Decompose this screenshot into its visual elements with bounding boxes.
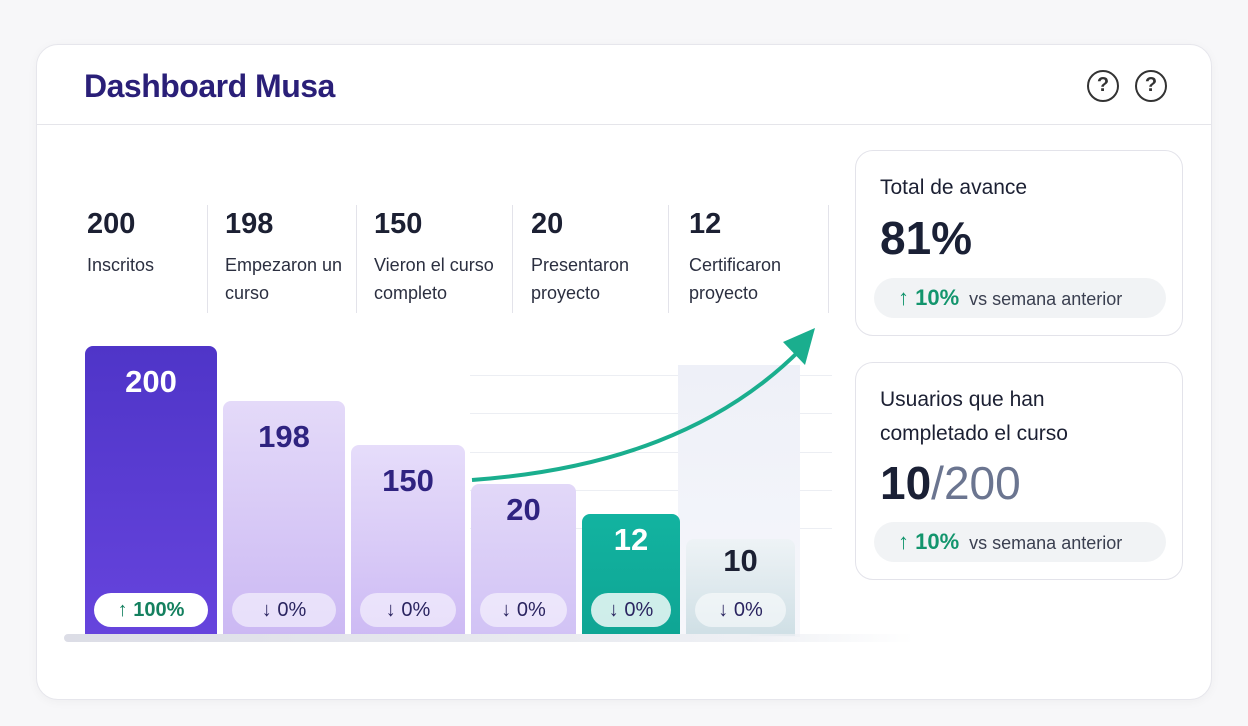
funnel-bar-presentaron: 20 ↓ 0%: [471, 484, 576, 636]
funnel-bar-certificaron: 12 ↓ 0%: [582, 514, 680, 636]
completed-value: 10: [880, 457, 932, 509]
stat-empezaron: 198 Empezaron un curso: [225, 208, 343, 303]
progress-card: Total de avance 81% ↑ 10% vs semana anter…: [855, 150, 1183, 336]
help-icon[interactable]: ?: [1135, 70, 1167, 102]
progress-value: 81%: [880, 212, 973, 264]
change-badge: ↓ 0%: [232, 593, 336, 627]
funnel-bar-empezaron: 198 ↓ 0%: [223, 401, 345, 636]
change-badge: ↓ 0%: [591, 593, 671, 627]
trend-arrow-icon: [471, 328, 815, 482]
stat-inscritos: 200 Inscritos: [87, 208, 155, 275]
funnel-bar-completaron: 10 ↓ 0%: [686, 539, 795, 636]
stat-presentaron: 20 Presentaron proyecto: [531, 208, 630, 303]
change-badge: ↓ 0%: [695, 593, 786, 627]
change-badge: ↓ 0%: [360, 593, 456, 627]
progress-change-pill: ↑ 10% vs semana anterior: [874, 278, 1166, 318]
completed-card: Usuarios que han completado el curso 10/…: [855, 362, 1183, 580]
stat-vieron: 150 Vieron el curso completo: [374, 208, 494, 303]
funnel-bar-vieron: 150 ↓ 0%: [351, 445, 465, 636]
change-badge: ↓ 0%: [480, 593, 567, 627]
chart-baseline: [64, 634, 914, 642]
completed-total: /200: [931, 457, 1021, 509]
completed-change-pill: ↑ 10% vs semana anterior: [874, 522, 1166, 562]
stat-certificaron: 12 Certificaron proyecto: [689, 208, 782, 303]
header-divider: [37, 124, 1211, 125]
change-badge: ↑ 100%: [94, 593, 208, 627]
funnel-bar-inscritos: 200 ↑ 100%: [85, 346, 217, 636]
help-icon[interactable]: ?: [1087, 70, 1119, 102]
page-title: Dashboard Musa: [84, 68, 335, 104]
